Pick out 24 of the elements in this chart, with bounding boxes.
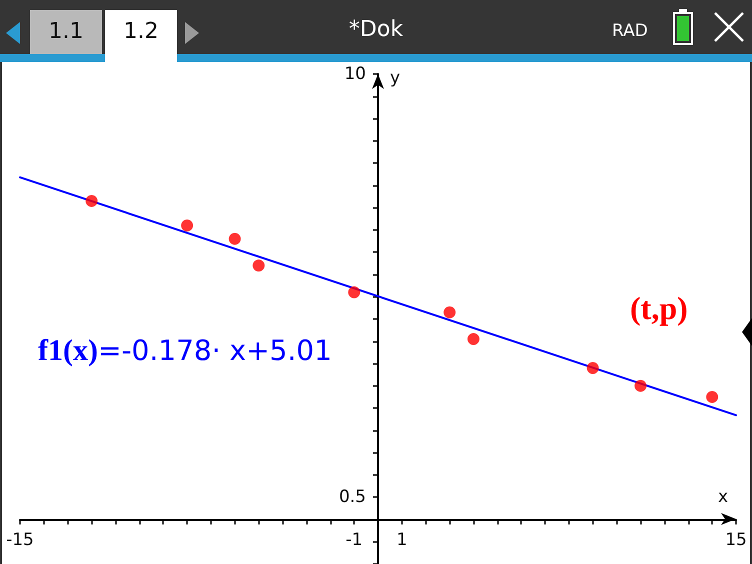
point [634,380,647,392]
point [252,260,265,272]
point [86,194,98,207]
x-tick-label: 15 [725,530,747,550]
point [706,390,718,403]
point [444,306,456,318]
point [586,362,599,374]
series-label: (t,p) [630,290,688,327]
chart-title: *Dok [348,16,404,44]
text: RAD [612,20,648,42]
x-tick-label: 1 [396,530,408,550]
point [181,219,194,232]
x-tick-label: -15 [6,530,34,550]
point [228,232,241,245]
tab: 1.2 [105,10,177,62]
point [348,286,360,298]
point [467,333,480,346]
tab: 1.1 [30,10,102,54]
y-axis-title: y [390,68,400,88]
x-tick-label: -1 [346,530,363,550]
y-tick-label: 10 [344,64,366,84]
x-axis-title: x [718,486,728,507]
y-tick-label: 0.5 [338,487,366,508]
series-label: f1(x)=-0.178· x+5.01 [38,334,332,367]
